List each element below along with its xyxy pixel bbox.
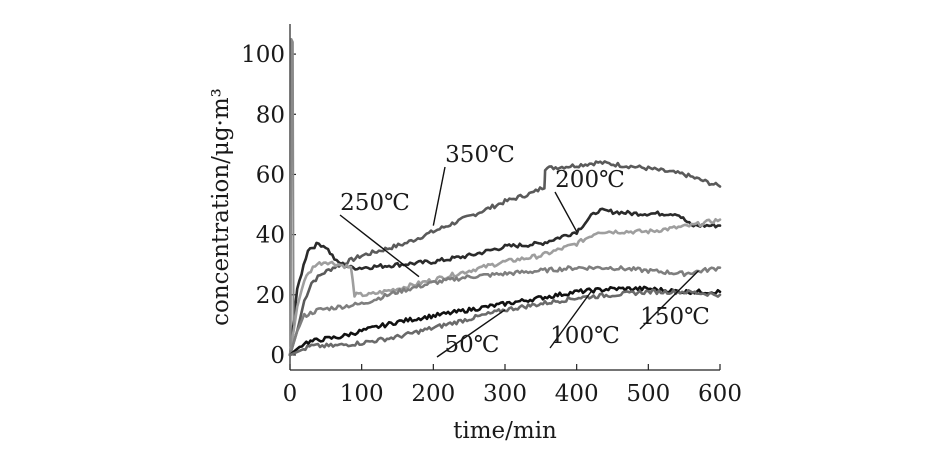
callout-label: 100℃ <box>550 323 620 349</box>
x-tick-label: 400 <box>555 381 599 407</box>
y-tick-label: 60 <box>256 162 285 188</box>
callout-label: 350℃ <box>445 142 515 168</box>
callout-leader <box>436 309 506 358</box>
series-line-250c <box>288 218 722 357</box>
series-line-100c <box>288 285 722 357</box>
y-tick-label: 40 <box>256 223 285 249</box>
series-line-200c <box>288 207 722 357</box>
series-group <box>288 38 722 357</box>
x-tick-label: 0 <box>283 381 298 407</box>
series-line-350c <box>288 160 722 357</box>
annotations: 350℃ 250℃ 200℃ 150℃ 100℃ 50℃ <box>339 142 710 358</box>
callout-leader <box>339 214 420 278</box>
x-axis-title: time/min <box>453 418 557 444</box>
callout-leader <box>432 166 446 226</box>
y-tick-label: 80 <box>256 102 285 128</box>
x-tick-label: 600 <box>698 381 742 407</box>
x-tick-label: 300 <box>483 381 527 407</box>
x-tick-label: 100 <box>340 381 384 407</box>
callout-leader <box>554 191 578 232</box>
y-axis-title: concentration/μg·m³ <box>208 88 234 326</box>
callout-label: 150℃ <box>640 304 710 330</box>
series-line-150c <box>288 265 722 357</box>
x-tick-label: 500 <box>626 381 670 407</box>
x-tick-label: 200 <box>411 381 455 407</box>
y-tick-label: 20 <box>256 283 285 309</box>
axes: 0 100 200 300 400 500 600 0 20 40 60 80 100 <box>241 24 742 407</box>
series-line-50c <box>288 288 722 357</box>
callout-leader <box>639 270 699 330</box>
callout-label: 250℃ <box>340 190 410 216</box>
initial-spike <box>289 38 295 350</box>
callout-leader <box>549 291 592 349</box>
y-tick-label: 0 <box>270 343 285 369</box>
y-tick-label: 100 <box>241 42 285 68</box>
callout-label: 200℃ <box>555 167 625 193</box>
callout-label: 50℃ <box>445 332 500 358</box>
